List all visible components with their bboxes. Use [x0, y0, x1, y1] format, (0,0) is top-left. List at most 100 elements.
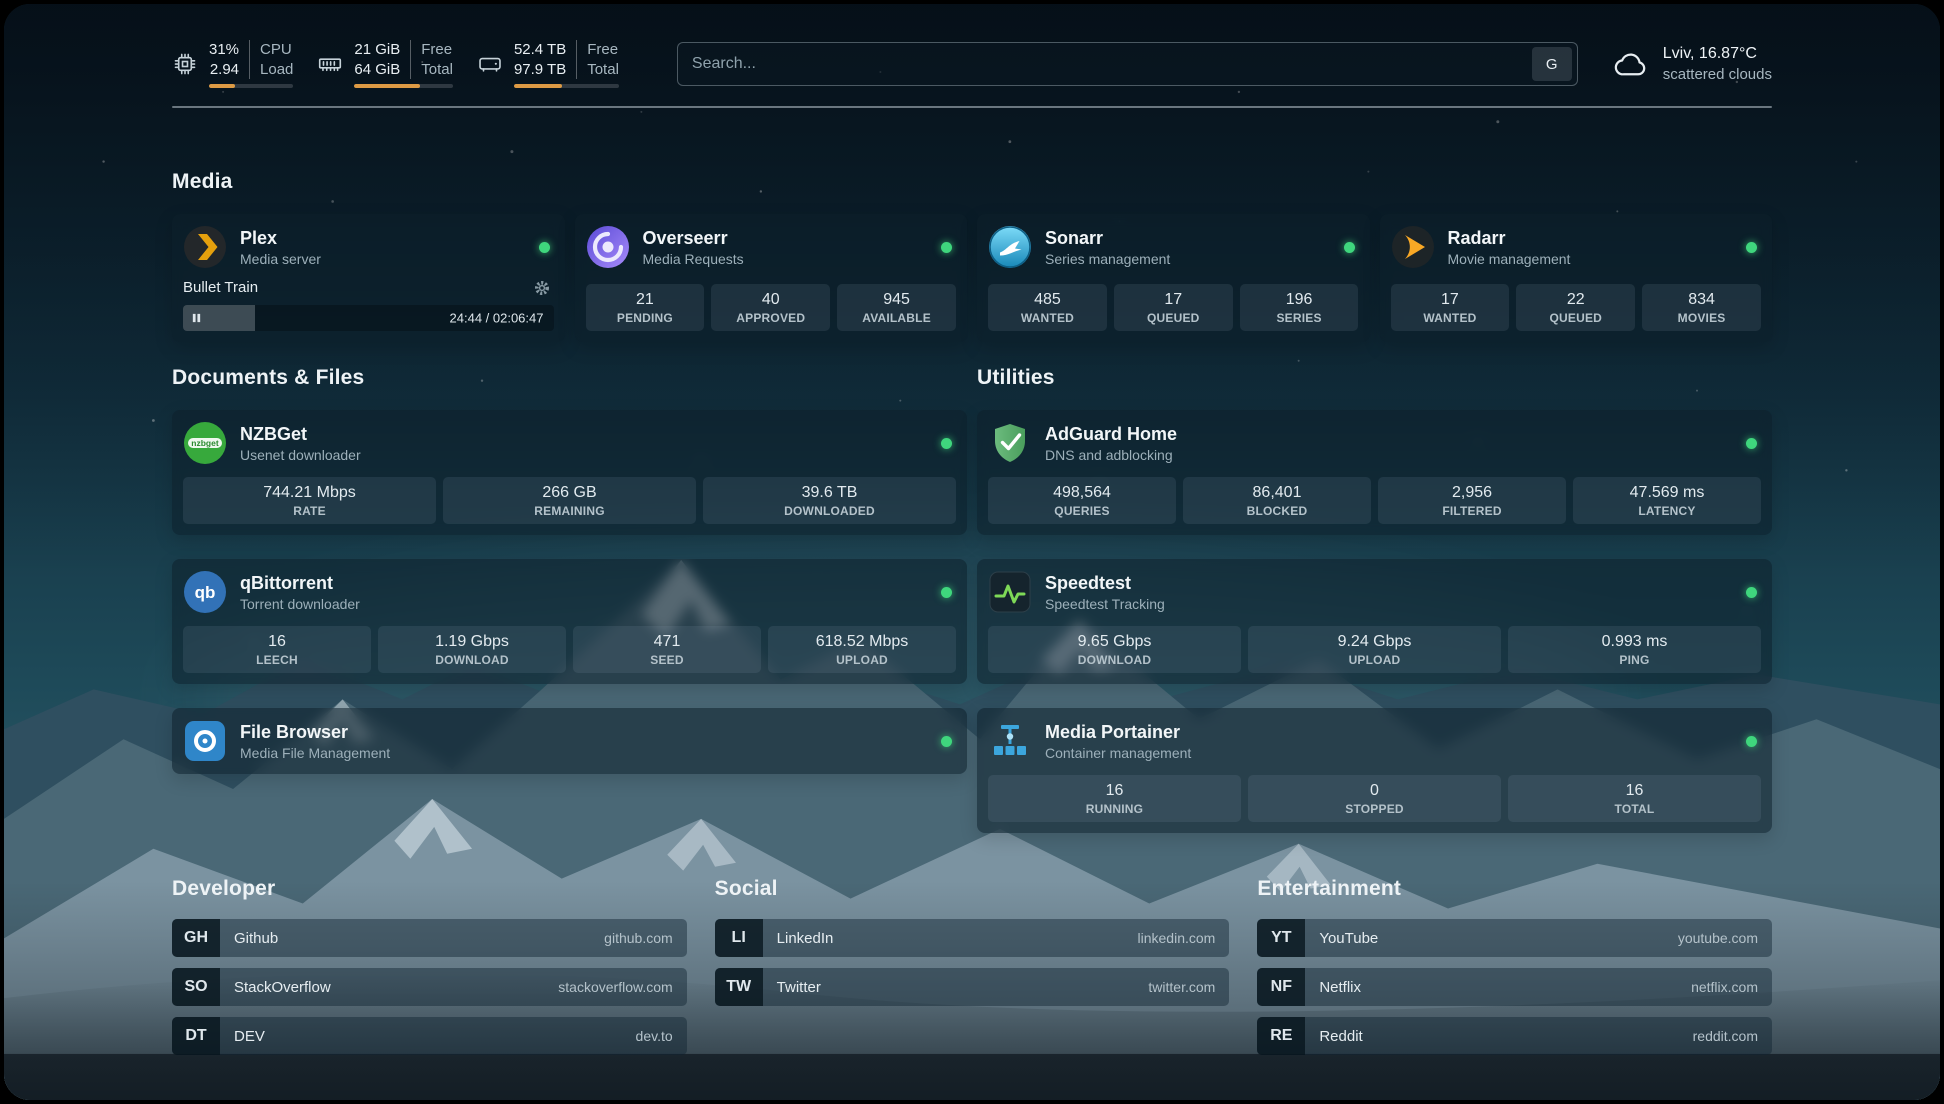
stat-box: 0 STOPPED: [1248, 775, 1501, 822]
memory-free: 21 GiB: [354, 41, 401, 58]
bookmark-github[interactable]: GH Github github.com: [172, 919, 687, 957]
bookmark-dev[interactable]: DT DEV dev.to: [172, 1017, 687, 1055]
bookmark-name: Twitter: [776, 978, 821, 996]
bookmark-abbr: NF: [1257, 968, 1306, 1006]
service-card-qbittorrent[interactable]: qb qBittorrent Torrent downloader 16 LEEC…: [172, 559, 967, 684]
bookmark-abbr: DT: [172, 1017, 220, 1055]
service-card-adguard[interactable]: AdGuard Home DNS and adblocking 498,564 Q…: [977, 410, 1772, 535]
service-name: Radarr: [1447, 227, 1506, 248]
bookmark-reddit[interactable]: RE Reddit reddit.com: [1257, 1017, 1772, 1055]
service-card-filebrowser[interactable]: File Browser Media File Management: [172, 708, 967, 774]
gear-icon[interactable]: [534, 280, 550, 296]
memory-label-1: Free: [421, 41, 453, 58]
service-card-speedtest[interactable]: Speedtest Speedtest Tracking 9.65 Gbps DO…: [977, 559, 1772, 684]
service-desc: Usenet downloader: [240, 446, 361, 463]
service-card-plex[interactable]: Plex Media server Bullet Train: [172, 214, 565, 342]
bookmark-group-social: Social LI LinkedIn linkedin.com TW Twitt…: [714, 877, 1230, 1066]
bookmark-url: dev.to: [635, 1028, 673, 1044]
bookmark-name: YouTube: [1319, 929, 1379, 947]
bookmark-url: youtube.com: [1677, 930, 1758, 946]
bookmark-stackoverflow[interactable]: SO StackOverflow stackoverflow.com: [172, 968, 687, 1006]
disk-widget: 52.4 TB 97.9 TB Free Total: [477, 40, 619, 88]
radarr-icon: [1391, 225, 1435, 269]
bookmark-url: twitter.com: [1148, 979, 1216, 995]
cpu-widget: 31% 2.94 CPU Load: [172, 40, 294, 88]
stat-box: 744.21 Mbps RATE: [183, 477, 436, 524]
stat-box: 16 TOTAL: [1508, 775, 1761, 822]
section-title-social: Social: [714, 877, 778, 900]
cpu-progress-bar: [209, 84, 294, 88]
cpu-label-2: Load: [260, 61, 294, 78]
status-dot: [941, 735, 952, 747]
memory-widget: 21 GiB 64 GiB Free Total: [317, 40, 453, 88]
memory-total: 64 GiB: [354, 61, 401, 78]
service-card-nzbget[interactable]: nzbget NZBGet Usenet downloader 744.21 M…: [172, 410, 967, 535]
bookmark-linkedin[interactable]: LI LinkedIn linkedin.com: [714, 919, 1230, 957]
bookmark-netflix[interactable]: NF Netflix netflix.com: [1257, 968, 1772, 1006]
pause-icon[interactable]: [191, 313, 202, 324]
status-dot: [941, 241, 952, 253]
status-dot: [1746, 241, 1757, 253]
bookmark-youtube[interactable]: YT YouTube youtube.com: [1257, 919, 1772, 957]
plex-icon: [183, 225, 227, 269]
service-desc: Movie management: [1447, 250, 1571, 267]
service-name: Media Portainer: [1045, 721, 1181, 742]
search-input[interactable]: [691, 55, 1532, 73]
bookmark-name: Github: [234, 929, 279, 947]
stat-box: 834 MOVIES: [1642, 284, 1761, 331]
stat-box: 471 SEED: [573, 626, 761, 673]
disk-total: 97.9 TB: [513, 61, 567, 78]
status-dot: [941, 586, 952, 598]
service-card-portainer[interactable]: Media Portainer Container management 16 R…: [977, 708, 1772, 833]
bookmark-group-entertainment: Entertainment YT YouTube youtube.com NF …: [1257, 877, 1772, 1066]
service-name: AdGuard Home: [1045, 423, 1178, 444]
bookmark-name: Reddit: [1319, 1027, 1363, 1045]
service-name: Sonarr: [1045, 227, 1104, 248]
adguard-icon: [988, 421, 1032, 465]
stat-box: 39.6 TB DOWNLOADED: [703, 477, 956, 524]
service-card-overseerr[interactable]: Overseerr Media Requests 21 PENDING 40 APP…: [574, 214, 967, 342]
section-title-developer: Developer: [172, 877, 276, 900]
bookmark-url: netflix.com: [1691, 979, 1758, 995]
status-dot: [1746, 586, 1757, 598]
stat-box: 196 SERIES: [1239, 284, 1359, 331]
service-desc: Container management: [1045, 744, 1192, 761]
bookmark-url: reddit.com: [1692, 1028, 1758, 1044]
weather-location: Lviv, 16.87°C: [1662, 45, 1757, 62]
service-desc: DNS and adblocking: [1045, 446, 1173, 463]
bookmark-twitter[interactable]: TW Twitter twitter.com: [714, 968, 1230, 1006]
svg-text:qb: qb: [195, 583, 216, 602]
service-desc: Media server: [240, 250, 321, 267]
weather-cloud-icon: [1614, 53, 1646, 76]
bookmark-name: StackOverflow: [234, 978, 331, 996]
bookmark-url: stackoverflow.com: [558, 979, 673, 995]
service-card-radarr[interactable]: Radarr Movie management 17 WANTED 22 QUEUE…: [1379, 214, 1772, 342]
service-desc: Torrent downloader: [240, 595, 360, 612]
service-name: Overseerr: [642, 227, 728, 248]
qbittorrent-icon: qb: [183, 570, 227, 614]
plex-progress-bar[interactable]: 24:44 / 02:06:47: [183, 305, 554, 331]
stat-box: 9.24 Gbps UPLOAD: [1248, 626, 1501, 673]
bookmark-name: Netflix: [1319, 978, 1362, 996]
cpu-percent: 31%: [209, 41, 240, 58]
overseerr-icon: [586, 225, 630, 269]
stat-box: 0.993 ms PING: [1508, 626, 1761, 673]
service-card-sonarr[interactable]: Sonarr Series management 485 WANTED 17 QUE…: [977, 214, 1370, 342]
bookmark-abbr: YT: [1257, 919, 1306, 957]
search-provider-button[interactable]: G: [1531, 47, 1572, 81]
memory-progress-bar: [354, 84, 453, 88]
memory-icon: [319, 58, 342, 72]
bookmark-group-developer: Developer GH Github github.com SO StackO…: [172, 877, 687, 1066]
nzbget-icon: nzbget: [183, 421, 227, 465]
status-dot: [1343, 241, 1355, 253]
stat-box: 16 RUNNING: [988, 775, 1241, 822]
service-desc: Series management: [1045, 250, 1171, 267]
section-title-documents: Documents & Files: [172, 366, 365, 389]
section-title-utilities: Utilities: [977, 366, 1055, 389]
cpu-load: 2.94: [209, 61, 240, 78]
playback-time: 24:44 / 02:06:47: [449, 310, 544, 326]
service-name: Speedtest: [1045, 572, 1132, 593]
service-name: NZBGet: [240, 423, 307, 444]
cpu-icon: [174, 53, 196, 75]
portainer-icon: [988, 719, 1032, 763]
